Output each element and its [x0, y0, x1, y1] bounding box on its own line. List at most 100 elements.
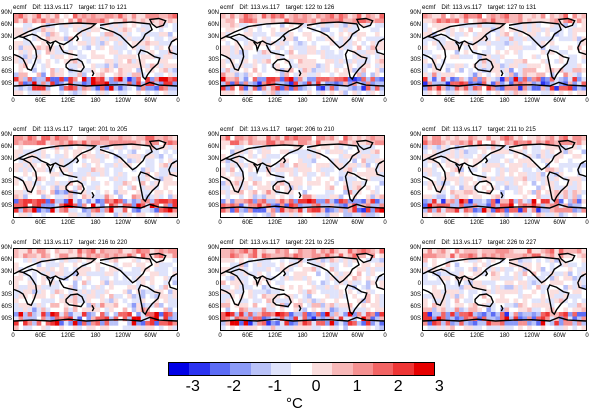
- lon-tick-label: 60E: [242, 220, 253, 226]
- panel-title: ecmf Dif: 113.vs.117 target: 206 to 210: [220, 126, 340, 133]
- coastlines: [423, 19, 586, 87]
- lon-tick-label: 60W: [144, 220, 157, 226]
- lon-tick-label: 180: [90, 333, 101, 339]
- lon-tick-label: 0: [176, 220, 180, 226]
- panel-title-model: ecmf: [13, 239, 27, 246]
- panel-title-model: ecmf: [220, 239, 234, 246]
- lat-tick-label: 90N: [409, 245, 421, 251]
- lon-tick-label: 120E: [267, 220, 283, 226]
- world-map: [14, 136, 177, 217]
- colorbar-label: -1: [267, 378, 283, 395]
- lat-tick-label: 90S: [208, 81, 219, 88]
- world-map: [221, 136, 384, 217]
- lon-tick-label: 180: [297, 98, 308, 104]
- lat-tick-label: 0: [417, 167, 421, 174]
- lat-tick-label: 90N: [207, 132, 219, 138]
- map-panel: ecmf Dif: 113.vs.117 target: 206 to 210 90N…: [207, 126, 387, 229]
- lon-tick-label: 0: [585, 98, 589, 104]
- lon-tick-label: 120W: [322, 220, 338, 226]
- lat-tick-label: 30S: [208, 57, 219, 64]
- panel-title: ecmf Dif: 113.vs.117 target: 201 to 205: [13, 126, 133, 133]
- lat-tick-label: 90N: [207, 245, 219, 251]
- map-panel: ecmf Dif: 113.vs.117 target: 122 to 126 90N…: [207, 4, 387, 107]
- lat-tick-label: 90N: [409, 132, 421, 138]
- lat-tick-label: 60S: [1, 191, 12, 198]
- map-plot: [220, 248, 385, 331]
- panel-title-target: target: 226 to 227: [487, 239, 537, 246]
- world-map: [14, 249, 177, 330]
- panel-title: ecmf Dif: 113.vs.117 target: 226 to 227: [422, 239, 542, 246]
- lon-tick-label: 120E: [60, 220, 76, 226]
- colorbar-label: -3: [185, 378, 200, 395]
- lon-tick-label: 180: [499, 333, 510, 339]
- colorbar-label: -2: [226, 378, 241, 395]
- lon-tick-label: 0: [11, 98, 15, 104]
- lon-tick-label: 0: [11, 220, 15, 226]
- lat-tick-label: 90S: [1, 203, 12, 210]
- lat-tick-label: 90N: [0, 10, 12, 16]
- panel-title-target: target: 117 to 121: [78, 4, 127, 11]
- coastlines: [221, 254, 384, 322]
- panel-title-dif: Dif: 113.vs.117: [32, 4, 73, 11]
- panel-title-target: target: 127 to 131: [487, 4, 537, 11]
- lat-tick-label: 30N: [409, 268, 421, 275]
- lon-tick-label: 0: [218, 98, 222, 104]
- lat-tick-label: 90N: [207, 10, 219, 16]
- lon-tick-label: 120E: [469, 220, 485, 226]
- lon-tick-label: 120W: [115, 98, 131, 104]
- panel-title-model: ecmf: [13, 4, 27, 11]
- lon-tick-label: 0: [218, 220, 222, 226]
- map-plot: [422, 248, 587, 331]
- lon-tick-label: 120W: [322, 98, 338, 104]
- lon-tick-label: 60W: [553, 333, 566, 339]
- colorbar-swatch: [413, 363, 435, 375]
- lat-tick-label: 90S: [410, 316, 421, 323]
- lat-tick-label: 90N: [0, 245, 12, 251]
- map-panel: ecmf Dif: 113.vs.117 target: 117 to 121 90N…: [0, 4, 180, 107]
- lat-tick-label: 90S: [1, 316, 12, 323]
- panel-title-model: ecmf: [422, 239, 436, 246]
- lon-tick-label: 120E: [267, 333, 283, 339]
- lon-tick-label: 180: [499, 220, 510, 226]
- lon-tick-label: 120E: [469, 333, 485, 339]
- panel-title-target: target: 206 to 210: [285, 126, 335, 133]
- lon-tick-label: 120W: [115, 333, 131, 339]
- world-map: [14, 14, 177, 95]
- lon-tick-label: 120W: [524, 333, 540, 339]
- lat-tick-label: 30S: [410, 179, 421, 186]
- lon-tick-label: 0: [585, 333, 589, 339]
- lat-tick-label: 0: [215, 167, 219, 174]
- lon-tick-label: 60W: [553, 220, 566, 226]
- world-map: [221, 249, 384, 330]
- panel-title: ecmf Dif: 113.vs.117 target: 221 to 225: [220, 239, 340, 246]
- map-plot: [13, 135, 178, 218]
- panel-title-target: target: 221 to 225: [285, 239, 335, 246]
- lat-tick-label: 60N: [409, 256, 421, 263]
- lat-tick-label: 90S: [1, 81, 12, 88]
- map-plot: [220, 135, 385, 218]
- panel-title: ecmf Dif: 113.vs.117 target: 127 to 131: [422, 4, 542, 11]
- lon-tick-label: 120W: [322, 333, 338, 339]
- lon-tick-label: 120E: [60, 333, 76, 339]
- lat-tick-label: 30S: [208, 179, 219, 186]
- lat-tick-label: 30S: [410, 57, 421, 64]
- lat-tick-label: 0: [8, 280, 12, 287]
- lat-tick-label: 30N: [409, 33, 421, 40]
- lat-tick-label: 30S: [208, 292, 219, 299]
- lat-tick-label: 30S: [1, 57, 12, 64]
- colorbar-swatch: [393, 363, 414, 375]
- map-panel: ecmf Dif: 113.vs.117 target: 127 to 131 90N…: [409, 4, 589, 107]
- map-panel: ecmf Dif: 113.vs.117 target: 216 to 220 90N…: [0, 239, 180, 342]
- lat-tick-label: 90S: [410, 203, 421, 210]
- lat-tick-label: 60S: [410, 304, 421, 311]
- lon-tick-label: 60W: [351, 333, 364, 339]
- colorbar-swatch: [189, 363, 210, 375]
- coastlines: [423, 141, 586, 209]
- lat-tick-label: 60N: [409, 143, 421, 150]
- panel-title: ecmf Dif: 113.vs.117 target: 216 to 220: [13, 239, 133, 246]
- map-plot: [220, 13, 385, 96]
- lon-tick-label: 120E: [60, 98, 76, 104]
- colorbar-unit: °C: [286, 395, 303, 412]
- colorbar-label: 0: [311, 378, 321, 395]
- lon-tick-label: 60W: [553, 98, 566, 104]
